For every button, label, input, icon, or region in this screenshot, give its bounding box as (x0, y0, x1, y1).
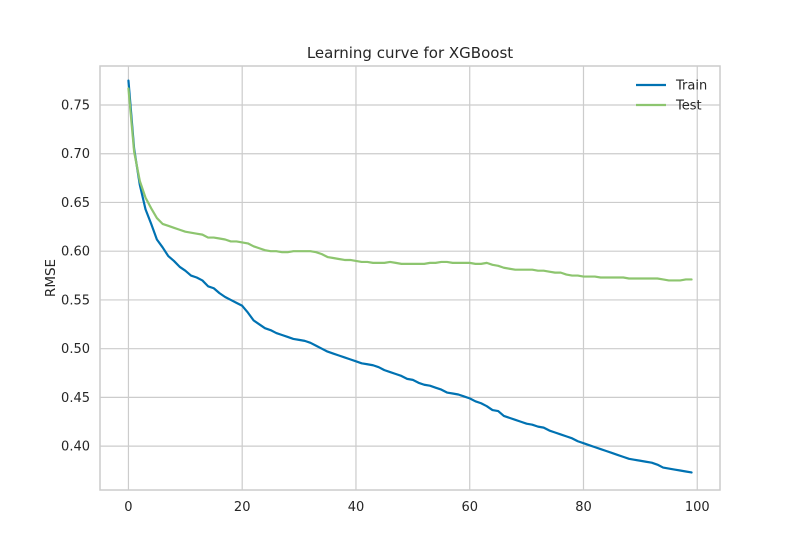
y-tick-label: 0.75 (61, 98, 90, 113)
y-tick-label: 0.45 (61, 391, 90, 406)
grid-lines (100, 66, 720, 490)
legend-label-train: Train (675, 79, 707, 94)
x-tick-label: 100 (685, 500, 710, 515)
chart-title: Learning curve for XGBoost (307, 44, 513, 62)
y-tick-label: 0.70 (61, 147, 90, 162)
y-tick-label: 0.40 (61, 440, 90, 455)
y-tick-label: 0.50 (61, 342, 90, 357)
x-tick-label: 60 (461, 500, 478, 515)
series-line-train (127, 79, 693, 474)
series-line-test (127, 87, 693, 282)
legend: Train Test (636, 79, 707, 114)
series-lines (127, 79, 693, 474)
y-tick-label: 0.60 (61, 245, 90, 260)
axis-ticks: 0 20 40 60 80 100 0.40 0.45 0.50 0.55 0.60 0.65 0.70… (61, 98, 710, 515)
legend-label-test: Test (675, 99, 702, 114)
y-axis-label: RMSE (43, 259, 59, 297)
x-tick-label: 80 (575, 500, 592, 515)
y-tick-label: 0.65 (61, 196, 90, 211)
x-tick-label: 0 (124, 500, 132, 515)
x-tick-label: 40 (348, 500, 365, 515)
plot-frame (99, 65, 721, 491)
x-tick-label: 20 (234, 500, 251, 515)
y-tick-label: 0.55 (61, 293, 90, 308)
